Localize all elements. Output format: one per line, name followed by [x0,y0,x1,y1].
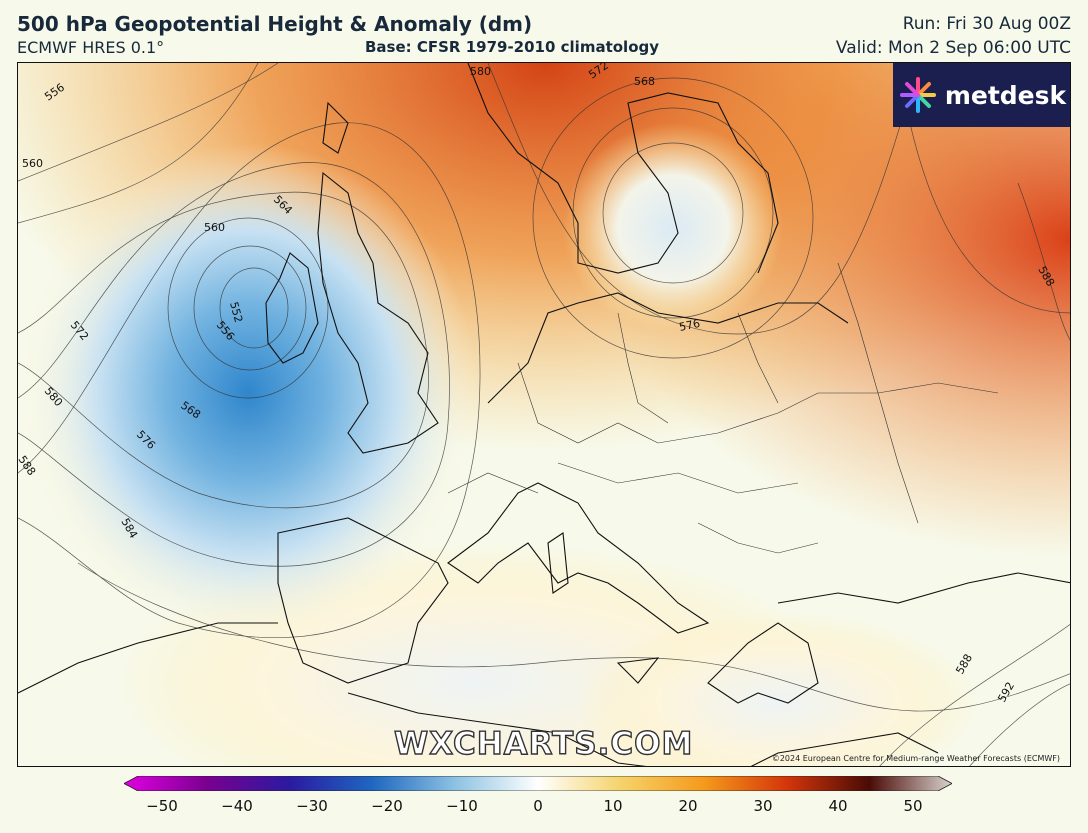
contour-label: 560 [22,157,43,170]
metdesk-logo-text: metdesk [944,80,1067,110]
contour-label: 552 [227,300,245,324]
colorbar-tick: 10 [603,797,623,815]
metdesk-logo: metdesk [893,63,1070,127]
contour-label: 560 [204,221,225,234]
colorbar-tick: 40 [828,797,848,815]
metdesk-logo-icon [899,77,936,113]
colorbar-tick: 0 [533,797,543,815]
wxcharts-watermark: WXCHARTS.COM [393,725,694,762]
valid-time: Valid: Mon 2 Sep 06:00 UTC [835,38,1071,58]
map-panel: 556 560 564 560 552 556 572 580 568 576 … [17,62,1071,767]
colorbar-tick: −20 [371,797,403,815]
climatology-label: Base: CFSR 1979-2010 climatology [365,38,660,56]
colorbar-tick: −30 [296,797,328,815]
colorbar-tick: 50 [903,797,923,815]
colorbar-tick: −50 [146,797,178,815]
colorbar-tick: 20 [678,797,698,815]
run-time: Run: Fri 30 Aug 00Z [902,14,1071,34]
colorbar-tick: −10 [446,797,478,815]
colorbar-tick: −40 [221,797,253,815]
colorbar-tick: 30 [753,797,773,815]
colorbar [124,776,952,791]
copyright-notice: ©2024 European Centre for Medium-range W… [771,754,1060,763]
anomaly-map: 556 560 564 560 552 556 572 580 568 576 … [18,63,1070,766]
chart-title: 500 hPa Geopotential Height & Anomaly (d… [17,12,533,36]
contour-label: 580 [470,65,491,78]
contour-label: 568 [634,75,655,88]
contour-label: 576 [678,317,701,334]
model-label: ECMWF HRES 0.1° [17,38,165,57]
